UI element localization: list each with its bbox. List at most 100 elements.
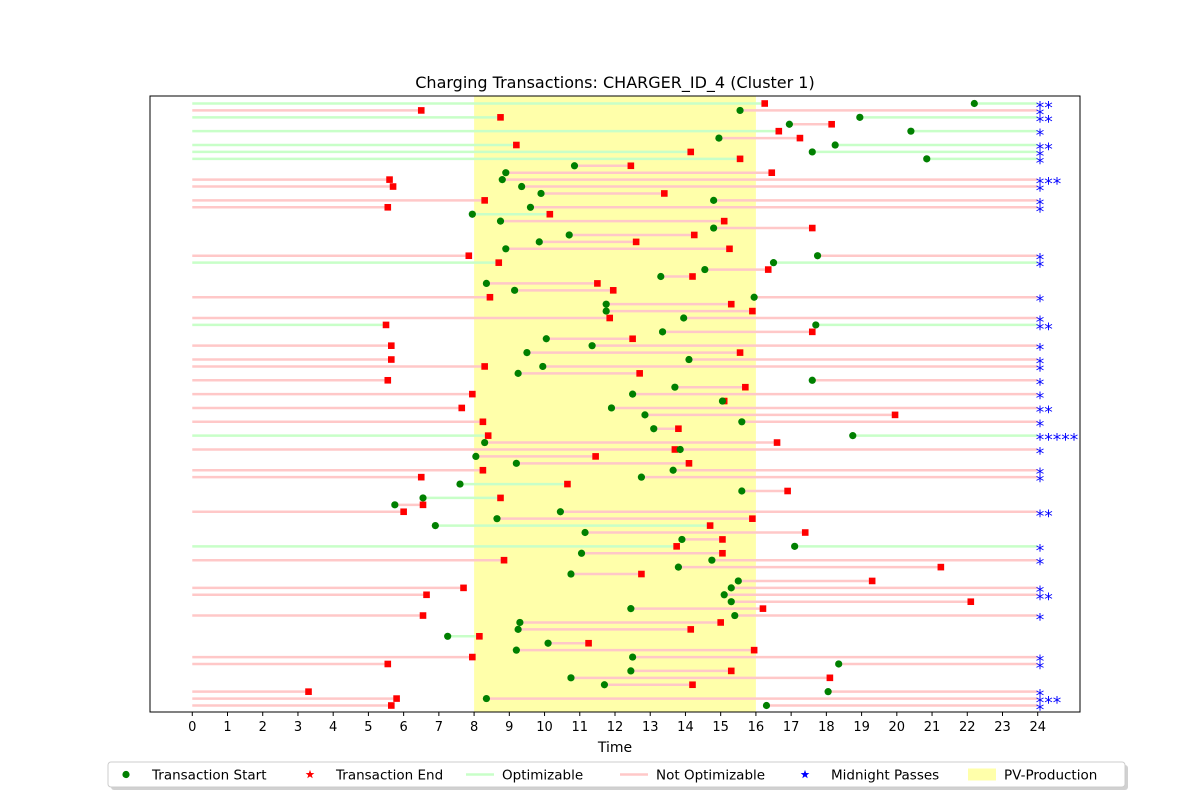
transaction-end-marker	[500, 556, 508, 564]
transaction-start-marker	[710, 196, 718, 204]
midnight-passes-label: *	[1036, 292, 1045, 312]
transaction-start-marker	[518, 182, 526, 191]
transaction-start-marker	[710, 224, 718, 232]
transaction-end-marker	[764, 266, 772, 273]
transaction-start-marker	[570, 162, 579, 170]
legend-entry-optimizable: Optimizable	[466, 768, 583, 784]
transaction-end-marker	[629, 335, 636, 343]
transaction-start-marker	[512, 646, 520, 654]
transaction-end-marker	[484, 432, 492, 439]
midnight-passes-label: *	[1036, 583, 1045, 603]
transaction-end-marker	[761, 100, 769, 107]
transaction-end-marker	[828, 120, 835, 128]
transaction-end-marker	[801, 529, 809, 536]
transaction-start-marker	[750, 293, 758, 301]
transaction-end-marker	[808, 328, 816, 336]
transaction-end-marker	[784, 487, 791, 495]
transaction-start-marker	[567, 570, 575, 578]
transaction-start-marker	[715, 134, 723, 142]
transaction-lines	[192, 102, 1038, 707]
transaction-end-marker	[486, 293, 494, 301]
legend-pv-patch	[968, 768, 996, 781]
transaction-end-marker	[749, 515, 756, 522]
transaction-start-marker	[678, 535, 686, 544]
midnight-passes-label: *	[1036, 361, 1045, 381]
transaction-start-marker	[812, 321, 820, 329]
midnight-passes-label: *	[1036, 444, 1045, 464]
transaction-end-marker	[689, 681, 696, 689]
x-tick-label: 22	[959, 720, 976, 735]
legend: Transaction Start Transaction End Optimiza…	[107, 761, 1128, 790]
legend-label: Transaction Start	[151, 768, 267, 784]
transaction-end-marker	[305, 688, 312, 695]
midnight-passes-label: *	[1036, 611, 1045, 631]
transaction-start-marker	[641, 411, 649, 419]
transaction-start-marker	[907, 127, 915, 135]
x-tick-label: 3	[294, 720, 302, 735]
transaction-end-marker	[606, 314, 614, 322]
midnight-passes-label: **	[1036, 590, 1053, 610]
transaction-start-marker	[736, 106, 744, 115]
transaction-markers	[305, 99, 978, 710]
transaction-end-marker	[388, 702, 395, 709]
transaction-end-marker	[775, 127, 783, 135]
transaction-start-marker	[482, 694, 491, 703]
transaction-start-marker	[514, 369, 522, 377]
transaction-start-marker	[680, 314, 688, 322]
x-tick-label: 14	[677, 720, 694, 735]
transaction-start-marker	[577, 549, 586, 557]
transaction-start-marker	[637, 473, 646, 481]
x-tick-label: 11	[571, 720, 588, 735]
transaction-start-marker	[498, 176, 506, 184]
transaction-start-marker	[831, 141, 839, 149]
transaction-end-marker	[564, 480, 571, 488]
transaction-end-marker	[388, 342, 395, 349]
transaction-end-marker	[585, 639, 592, 647]
transaction-start-marker	[629, 653, 637, 661]
transaction-start-marker	[856, 113, 864, 121]
transaction-start-marker	[514, 625, 522, 633]
transaction-end-marker	[759, 605, 767, 612]
transaction-start-marker	[727, 598, 735, 606]
transaction-start-marker	[769, 259, 778, 267]
legend-entry-start: Transaction Start	[122, 768, 267, 784]
transaction-end-marker	[727, 300, 735, 308]
transaction-start-marker	[685, 355, 693, 364]
midnight-passes-label: *	[1036, 652, 1045, 672]
transaction-end-marker	[497, 114, 504, 121]
transaction-start-marker	[565, 231, 573, 239]
x-tick-label: 20	[889, 720, 906, 735]
midnight-passes-label: *****	[1036, 431, 1079, 451]
transaction-end-marker	[495, 259, 503, 266]
transaction-end-marker	[671, 446, 679, 453]
legend-label: PV-Production	[1004, 768, 1097, 784]
x-axis-ticks: 0 1 2 3 4 5 6 7 8 9 10 11 12 13 14 15 16 17 18 19 20 21 22 23 24	[188, 712, 1046, 735]
transaction-start-marker	[544, 639, 552, 647]
transaction-end-marker	[687, 626, 695, 633]
midnight-passes-label: *	[1036, 147, 1045, 167]
transaction-start-marker	[727, 584, 735, 592]
transaction-end-marker	[773, 439, 781, 446]
x-tick-label: 9	[505, 720, 513, 735]
midnight-passes-label: **	[1036, 320, 1053, 340]
transaction-start-marker	[808, 376, 816, 384]
transaction-start-marker	[738, 487, 746, 495]
transaction-end-marker	[750, 646, 758, 654]
transaction-end-marker	[706, 522, 714, 529]
midnight-passes-label: *	[1036, 341, 1045, 361]
transaction-start-marker	[738, 418, 746, 426]
transaction-start-marker	[600, 681, 609, 689]
transaction-end-marker	[638, 570, 645, 578]
transaction-end-marker	[419, 501, 427, 509]
transaction-start-marker	[588, 342, 596, 350]
transaction-end-marker	[481, 363, 488, 370]
transaction-end-marker	[749, 307, 756, 315]
transaction-start-marker	[718, 397, 727, 405]
transaction-start-marker	[720, 591, 728, 599]
transaction-start-marker	[542, 335, 550, 343]
x-tick-label: 21	[924, 720, 941, 735]
transaction-end-marker	[736, 349, 744, 356]
transaction-start-marker	[607, 404, 616, 412]
transaction-end-marker	[687, 148, 695, 156]
